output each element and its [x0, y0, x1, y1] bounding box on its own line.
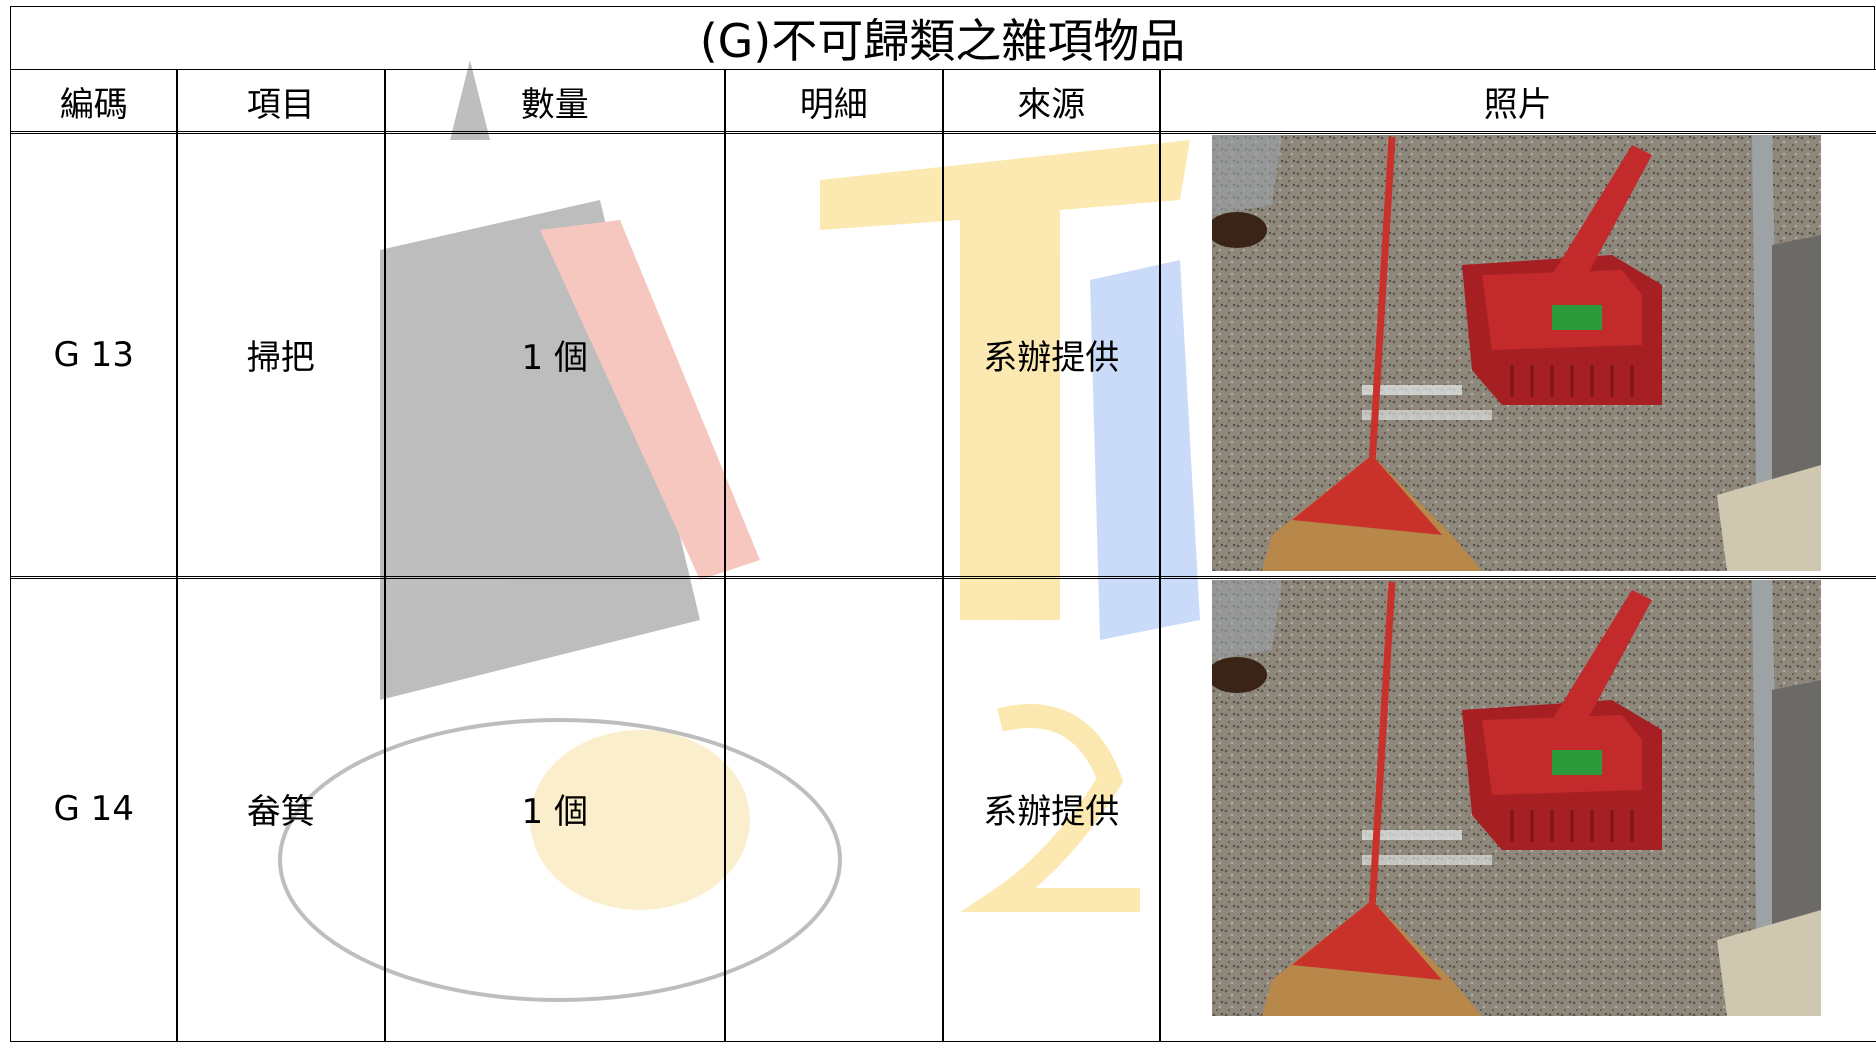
quantity-cell: 1 個 — [384, 576, 726, 1042]
code-cell: G 13 — [10, 131, 178, 579]
photo — [1212, 580, 1821, 1016]
detail-cell — [724, 576, 944, 1042]
item-cell: 畚箕 — [176, 576, 386, 1042]
header-cell: 數量 — [384, 69, 726, 134]
table-title: (G)不可歸類之雜項物品 — [10, 6, 1875, 70]
header-cell: 明細 — [724, 69, 944, 134]
watermark — [278, 60, 1200, 1002]
code-cell: G 14 — [10, 576, 178, 1042]
header-cell: 照片 — [1159, 69, 1876, 134]
source-cell: 系辦提供 — [942, 131, 1161, 579]
photo — [1212, 135, 1821, 571]
page: (G)不可歸類之雜項物品 — [10, 6, 1876, 1042]
detail-cell — [724, 131, 944, 579]
item-cell: 掃把 — [176, 131, 386, 579]
quantity-cell: 1 個 — [384, 131, 726, 579]
header-cell: 項目 — [176, 69, 386, 134]
header-cell: 編碼 — [10, 69, 178, 134]
source-cell: 系辦提供 — [942, 576, 1161, 1042]
header-cell: 來源 — [942, 69, 1161, 134]
